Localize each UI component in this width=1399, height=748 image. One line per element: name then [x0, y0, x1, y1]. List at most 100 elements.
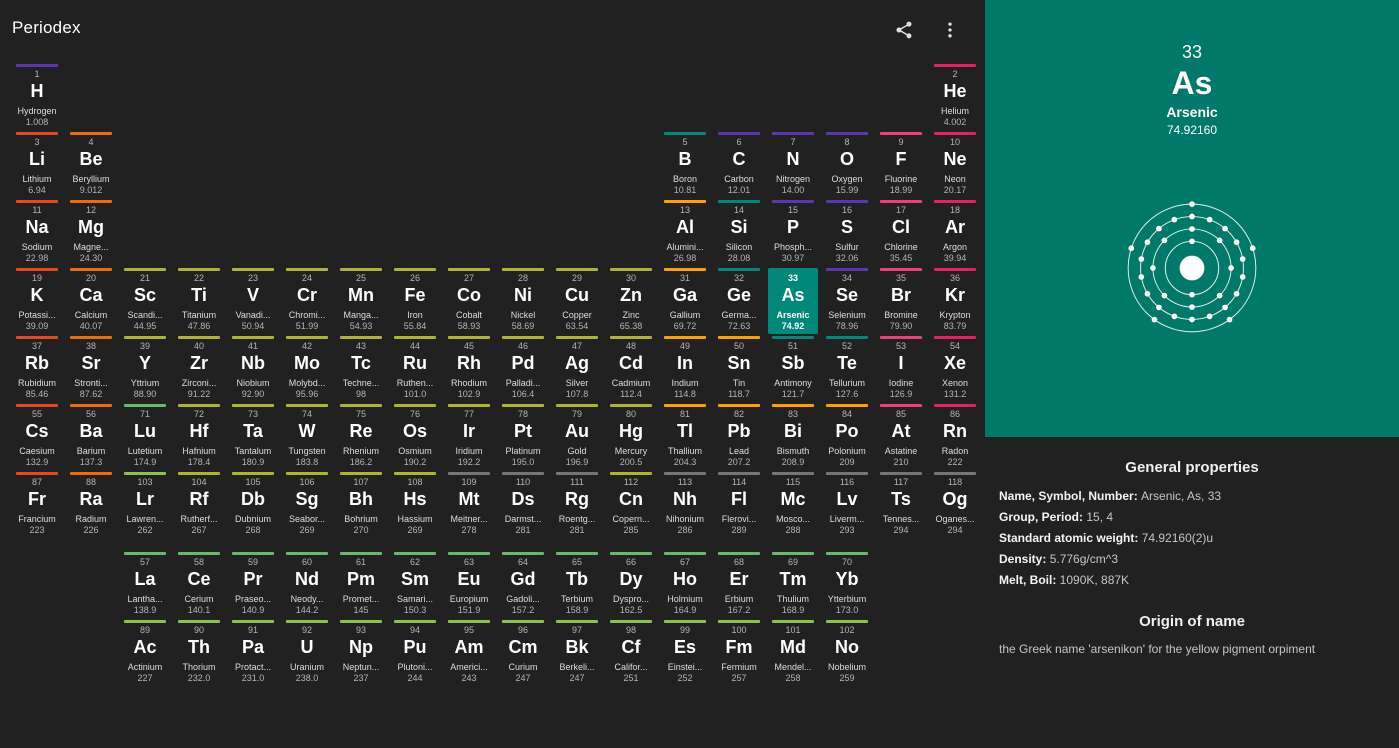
element-cell-Lu[interactable]: 71 Lu Lutetium 174.9 — [120, 404, 170, 470]
element-cell-Fl[interactable]: 114 Fl Flerovi... 289 — [714, 472, 764, 538]
element-cell-Gd[interactable]: 64 Gd Gadoli... 157.2 — [498, 552, 548, 618]
element-cell-Bi[interactable]: 83 Bi Bismuth 208.9 — [768, 404, 818, 470]
element-cell-Li[interactable]: 3 Li Lithium 6.94 — [12, 132, 62, 198]
element-cell-Mc[interactable]: 115 Mc Mosco... 288 — [768, 472, 818, 538]
element-cell-Cd[interactable]: 48 Cd Cadmium 112.4 — [606, 336, 656, 402]
element-cell-Lv[interactable]: 116 Lv Liverm... 293 — [822, 472, 872, 538]
element-cell-Dy[interactable]: 66 Dy Dyspro... 162.5 — [606, 552, 656, 618]
element-cell-Be[interactable]: 4 Be Beryllium 9.012 — [66, 132, 116, 198]
element-cell-Re[interactable]: 75 Re Rhenium 186.2 — [336, 404, 386, 470]
element-cell-Au[interactable]: 79 Au Gold 196.9 — [552, 404, 602, 470]
element-cell-Cu[interactable]: 29 Cu Copper 63.54 — [552, 268, 602, 334]
element-cell-Si[interactable]: 14 Si Silicon 28.08 — [714, 200, 764, 266]
element-cell-Zn[interactable]: 30 Zn Zinc 65.38 — [606, 268, 656, 334]
element-cell-Xe[interactable]: 54 Xe Xenon 131.2 — [930, 336, 980, 402]
element-cell-Cs[interactable]: 55 Cs Caesium 132.9 — [12, 404, 62, 470]
element-cell-Db[interactable]: 105 Db Dubnium 268 — [228, 472, 278, 538]
element-cell-Ts[interactable]: 117 Ts Tennes... 294 — [876, 472, 926, 538]
element-cell-Nd[interactable]: 60 Nd Neody... 144.2 — [282, 552, 332, 618]
element-cell-Ne[interactable]: 10 Ne Neon 20.17 — [930, 132, 980, 198]
element-cell-Se[interactable]: 34 Se Selenium 78.96 — [822, 268, 872, 334]
element-cell-Ag[interactable]: 47 Ag Silver 107.8 — [552, 336, 602, 402]
element-cell-Y[interactable]: 39 Y Yttrium 88.90 — [120, 336, 170, 402]
element-cell-As[interactable]: 33 As Arsenic 74.92 — [768, 268, 818, 334]
element-cell-Fe[interactable]: 26 Fe Iron 55.84 — [390, 268, 440, 334]
element-cell-Cm[interactable]: 96 Cm Curium 247 — [498, 620, 548, 686]
element-cell-Ra[interactable]: 88 Ra Radium 226 — [66, 472, 116, 538]
element-cell-Pa[interactable]: 91 Pa Protact... 231.0 — [228, 620, 278, 686]
element-cell-Ba[interactable]: 56 Ba Barium 137.3 — [66, 404, 116, 470]
share-button[interactable] — [888, 14, 920, 46]
element-cell-Pu[interactable]: 94 Pu Plutoni... 244 — [390, 620, 440, 686]
element-cell-In[interactable]: 49 In Indium 114.8 — [660, 336, 710, 402]
element-cell-Og[interactable]: 118 Og Oganes... 294 — [930, 472, 980, 538]
element-cell-Am[interactable]: 95 Am Americi... 243 — [444, 620, 494, 686]
element-cell-C[interactable]: 6 C Carbon 12.01 — [714, 132, 764, 198]
element-cell-Th[interactable]: 90 Th Thorium 232.0 — [174, 620, 224, 686]
element-cell-Ca[interactable]: 20 Ca Calcium 40.07 — [66, 268, 116, 334]
element-cell-Hg[interactable]: 80 Hg Mercury 200.5 — [606, 404, 656, 470]
element-cell-Sn[interactable]: 50 Sn Tin 118.7 — [714, 336, 764, 402]
element-cell-Al[interactable]: 13 Al Alumini... 26.98 — [660, 200, 710, 266]
element-cell-Rf[interactable]: 104 Rf Rutherf... 267 — [174, 472, 224, 538]
element-cell-S[interactable]: 16 S Sulfur 32.06 — [822, 200, 872, 266]
element-cell-Pm[interactable]: 61 Pm Promet... 145 — [336, 552, 386, 618]
element-cell-Pr[interactable]: 59 Pr Praseo... 140.9 — [228, 552, 278, 618]
element-cell-Ni[interactable]: 28 Ni Nickel 58.69 — [498, 268, 548, 334]
element-cell-Zr[interactable]: 40 Zr Zirconi... 91.22 — [174, 336, 224, 402]
element-cell-Mo[interactable]: 42 Mo Molybd... 95.96 — [282, 336, 332, 402]
element-cell-Ru[interactable]: 44 Ru Ruthen... 101.0 — [390, 336, 440, 402]
element-cell-Sg[interactable]: 106 Sg Seabor... 269 — [282, 472, 332, 538]
element-cell-P[interactable]: 15 P Phosph... 30.97 — [768, 200, 818, 266]
element-cell-Rh[interactable]: 45 Rh Rhodium 102.9 — [444, 336, 494, 402]
element-cell-Ce[interactable]: 58 Ce Cerium 140.1 — [174, 552, 224, 618]
element-cell-At[interactable]: 85 At Astatine 210 — [876, 404, 926, 470]
element-cell-F[interactable]: 9 F Fluorine 18.99 — [876, 132, 926, 198]
element-cell-Es[interactable]: 99 Es Einstei... 252 — [660, 620, 710, 686]
element-cell-Ho[interactable]: 67 Ho Holmium 164.9 — [660, 552, 710, 618]
element-cell-Ti[interactable]: 22 Ti Titanium 47.86 — [174, 268, 224, 334]
element-cell-Fr[interactable]: 87 Fr Francium 223 — [12, 472, 62, 538]
element-cell-Bk[interactable]: 97 Bk Berkeli... 247 — [552, 620, 602, 686]
element-cell-Ar[interactable]: 18 Ar Argon 39.94 — [930, 200, 980, 266]
element-cell-Pd[interactable]: 46 Pd Palladi... 106.4 — [498, 336, 548, 402]
element-cell-K[interactable]: 19 K Potassi... 39.09 — [12, 268, 62, 334]
element-cell-Yb[interactable]: 70 Yb Ytterbium 173.0 — [822, 552, 872, 618]
element-cell-Ac[interactable]: 89 Ac Actinium 227 — [120, 620, 170, 686]
element-cell-Cl[interactable]: 17 Cl Chlorine 35.45 — [876, 200, 926, 266]
element-cell-Tc[interactable]: 43 Tc Techne... 98 — [336, 336, 386, 402]
element-cell-Mg[interactable]: 12 Mg Magne... 24.30 — [66, 200, 116, 266]
element-cell-Np[interactable]: 93 Np Neptun... 237 — [336, 620, 386, 686]
element-cell-Os[interactable]: 76 Os Osmium 190.2 — [390, 404, 440, 470]
element-cell-O[interactable]: 8 O Oxygen 15.99 — [822, 132, 872, 198]
element-cell-Ge[interactable]: 32 Ge Germa... 72.63 — [714, 268, 764, 334]
element-cell-Ds[interactable]: 110 Ds Darmst... 281 — [498, 472, 548, 538]
element-cell-H[interactable]: 1 H Hydrogen 1.008 — [12, 64, 62, 130]
element-cell-Nh[interactable]: 113 Nh Nihonium 286 — [660, 472, 710, 538]
element-cell-Ga[interactable]: 31 Ga Gallium 69.72 — [660, 268, 710, 334]
element-cell-Pt[interactable]: 78 Pt Platinum 195.0 — [498, 404, 548, 470]
element-cell-Er[interactable]: 68 Er Erbium 167.2 — [714, 552, 764, 618]
element-cell-V[interactable]: 23 V Vanadi... 50.94 — [228, 268, 278, 334]
element-cell-Na[interactable]: 11 Na Sodium 22.98 — [12, 200, 62, 266]
element-cell-Lr[interactable]: 103 Lr Lawren... 262 — [120, 472, 170, 538]
element-cell-Ir[interactable]: 77 Ir Iridium 192.2 — [444, 404, 494, 470]
element-cell-Bh[interactable]: 107 Bh Bohrium 270 — [336, 472, 386, 538]
element-cell-Sc[interactable]: 21 Sc Scandi... 44.95 — [120, 268, 170, 334]
element-cell-U[interactable]: 92 U Uranium 238.0 — [282, 620, 332, 686]
element-cell-Tm[interactable]: 69 Tm Thulium 168.9 — [768, 552, 818, 618]
element-cell-He[interactable]: 2 He Helium 4.002 — [930, 64, 980, 130]
element-cell-Eu[interactable]: 63 Eu Europium 151.9 — [444, 552, 494, 618]
element-cell-Po[interactable]: 84 Po Polonium 209 — [822, 404, 872, 470]
element-cell-I[interactable]: 53 I Iodine 126.9 — [876, 336, 926, 402]
element-cell-B[interactable]: 5 B Boron 10.81 — [660, 132, 710, 198]
element-cell-Hs[interactable]: 108 Hs Hassium 269 — [390, 472, 440, 538]
element-cell-Tb[interactable]: 65 Tb Terbium 158.9 — [552, 552, 602, 618]
element-cell-Cf[interactable]: 98 Cf Califor... 251 — [606, 620, 656, 686]
element-cell-Mt[interactable]: 109 Mt Meitner... 278 — [444, 472, 494, 538]
menu-button[interactable] — [934, 14, 966, 46]
element-cell-Te[interactable]: 52 Te Tellurium 127.6 — [822, 336, 872, 402]
element-cell-W[interactable]: 74 W Tungsten 183.8 — [282, 404, 332, 470]
element-cell-Sm[interactable]: 62 Sm Samari... 150.3 — [390, 552, 440, 618]
element-cell-Kr[interactable]: 36 Kr Krypton 83.79 — [930, 268, 980, 334]
